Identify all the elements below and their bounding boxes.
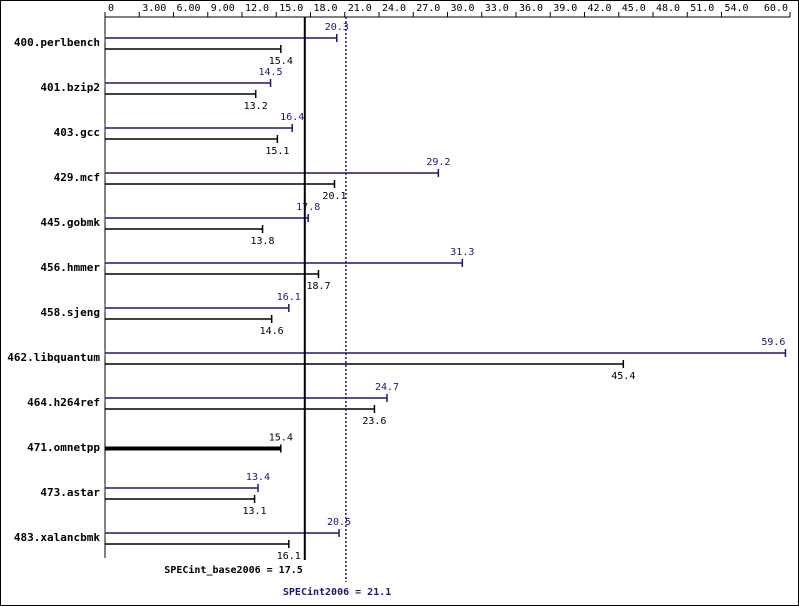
value-label: 24.7 [375, 382, 399, 393]
value-label: 17.8 [296, 202, 320, 213]
x-tick-label: 42.0 [588, 3, 612, 14]
value-label: 29.2 [426, 157, 450, 168]
x-tick-label: 9.00 [211, 3, 235, 14]
bar [104, 270, 320, 278]
value-label: 45.4 [611, 371, 635, 382]
bar [104, 349, 787, 357]
category-label: 401.bzip2 [40, 81, 100, 94]
value-label: 20.5 [327, 517, 351, 528]
value-label: 18.7 [306, 281, 330, 292]
category-label: 471.omnetpp [27, 441, 100, 454]
category-label: 456.hmmer [40, 261, 100, 274]
bar [104, 394, 388, 402]
category-label: 403.gcc [54, 126, 100, 139]
bar [104, 315, 273, 323]
category-label: 464.h264ref [27, 396, 100, 409]
bar [104, 180, 336, 188]
x-tick-label: 51.0 [690, 3, 714, 14]
category-label: 462.libquantum [7, 351, 100, 364]
value-label: 23.6 [362, 416, 386, 427]
value-label: 15.4 [269, 56, 293, 67]
bar [104, 225, 264, 233]
x-tick-label: 30.0 [451, 3, 475, 14]
bar [104, 495, 256, 503]
value-label: 15.1 [265, 146, 289, 157]
value-label: 20.1 [322, 191, 346, 202]
x-tick-label: 24.0 [382, 3, 406, 14]
bar [104, 540, 290, 548]
x-tick-label: 54.0 [725, 3, 749, 14]
x-tick-label: 0 [108, 3, 114, 14]
bar [104, 484, 259, 492]
value-label: 16.1 [277, 292, 301, 303]
value-label: 16.4 [280, 112, 304, 123]
bar [104, 124, 293, 132]
x-tick-label: 18.0 [314, 3, 338, 14]
x-tick-label: 33.0 [485, 3, 509, 14]
value-label: 31.3 [450, 247, 474, 258]
value-label: 14.6 [260, 326, 284, 337]
x-tick-label: 48.0 [656, 3, 680, 14]
bar [104, 45, 282, 53]
value-label: 14.5 [258, 67, 282, 78]
value-label: 13.4 [246, 472, 270, 483]
value-label: 15.4 [269, 433, 293, 444]
x-tick-label: 36.0 [519, 3, 543, 14]
category-label: 473.astar [40, 486, 100, 499]
bar [104, 169, 440, 177]
bar [104, 34, 338, 42]
bar [104, 90, 257, 98]
value-label: 59.6 [761, 337, 785, 348]
bar [104, 529, 340, 537]
value-label: 20.3 [325, 22, 349, 33]
x-tick-label: 39.0 [553, 3, 577, 14]
x-tick-label: 60.0 [764, 3, 788, 14]
x-tick-label: 12.0 [245, 3, 269, 14]
x-tick-label: 15.0 [279, 3, 303, 14]
bar [104, 444, 282, 453]
value-label: 13.8 [251, 236, 275, 247]
reference-label: SPECint_base2006 = 17.5 [164, 564, 302, 576]
x-tick-label: 6.00 [177, 3, 201, 14]
bar [104, 214, 309, 222]
category-label: 483.xalancbmk [14, 531, 100, 544]
category-label: 400.perlbench [14, 36, 100, 49]
category-label: 429.mcf [54, 171, 100, 184]
x-tick-label: 45.0 [622, 3, 646, 14]
x-tick-label: 27.0 [416, 3, 440, 14]
value-label: 13.2 [244, 101, 268, 112]
bar [104, 135, 279, 143]
bar [104, 360, 625, 368]
category-label: 458.sjeng [40, 306, 100, 319]
x-tick-label: 21.0 [348, 3, 372, 14]
x-tick-label: 3.00 [142, 3, 166, 14]
bar [104, 259, 464, 267]
value-label: 16.1 [277, 551, 301, 562]
value-label: 13.1 [243, 506, 267, 517]
bar [104, 304, 290, 312]
bar [104, 79, 272, 87]
bar [104, 405, 376, 413]
category-label: 445.gobmk [40, 216, 100, 229]
reference-label: SPECint2006 = 21.1 [283, 586, 391, 598]
